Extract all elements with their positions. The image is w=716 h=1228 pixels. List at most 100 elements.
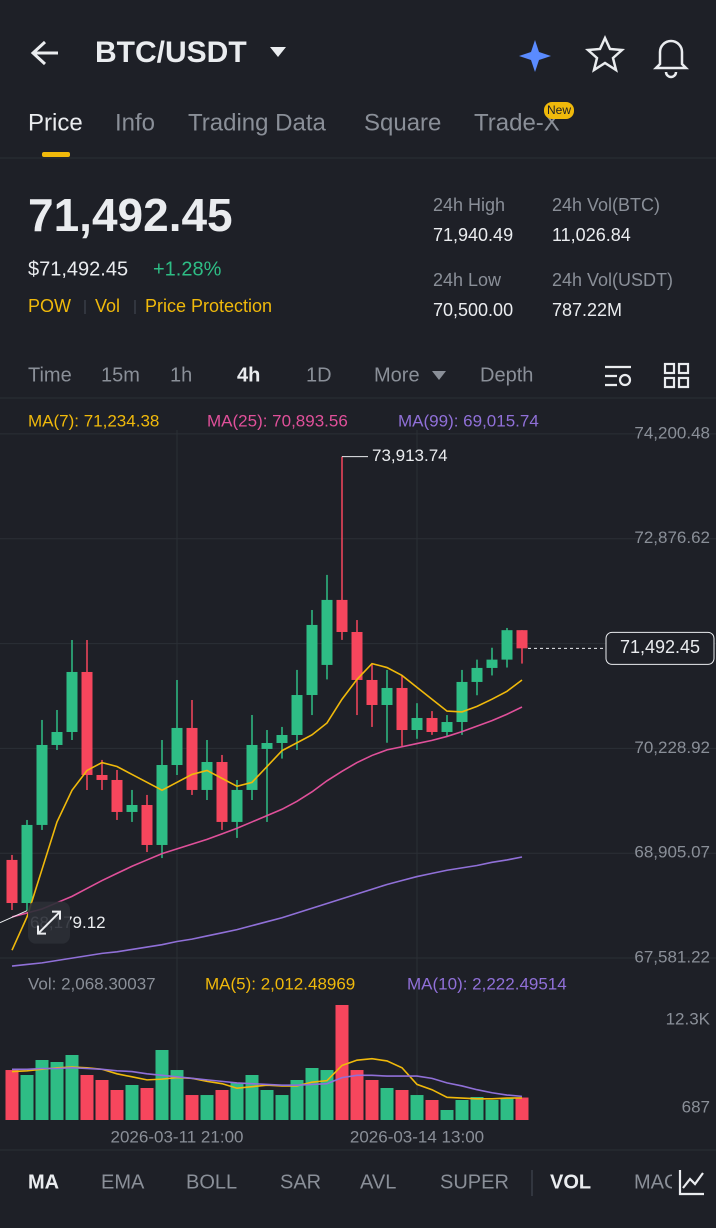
interval[interactable]: Time [28, 364, 72, 386]
favorite-icon[interactable] [584, 34, 626, 73]
volume-bar [335, 1005, 349, 1120]
indicator-tab[interactable]: AVL [360, 1171, 396, 1193]
candle-body [516, 630, 528, 649]
tag[interactable]: POW [28, 296, 71, 316]
indicator-settings-icon[interactable] [605, 365, 632, 387]
volume-bar [35, 1060, 49, 1120]
volume-bar [5, 1070, 19, 1120]
candle-body [471, 667, 483, 682]
volume-bar [485, 1100, 499, 1120]
high-marker-label: 73,913.74 [372, 446, 448, 465]
y-tick-label: 74,200.48 [634, 423, 710, 442]
volume-bar [245, 1075, 259, 1120]
volume-bar [215, 1090, 229, 1120]
volume-bar [140, 1088, 154, 1120]
candle-body [411, 717, 423, 731]
vol-ma-line [12, 1066, 523, 1098]
ma-legend: MA(7): 71,234.38 [28, 411, 159, 430]
interval[interactable]: 1D [306, 364, 332, 386]
volume-bar [470, 1097, 484, 1120]
candle-body [501, 630, 513, 660]
vol-legend: MA(10): 2,222.49514 [407, 974, 567, 993]
indicator-tab[interactable]: VOL [550, 1171, 591, 1193]
vol-legend: Vol: 2,068.30037 [28, 974, 156, 993]
ma-line [11, 856, 523, 967]
y-tick-label: 72,876.62 [634, 528, 710, 547]
volume-bar [125, 1085, 139, 1120]
usd-price: $71,492.45 [28, 258, 128, 280]
ma-line [11, 706, 523, 918]
tag[interactable]: Vol [95, 296, 120, 316]
volume-bar [455, 1100, 469, 1120]
candle-body [351, 631, 363, 680]
y-tick-label: 67,581.22 [634, 948, 710, 967]
candle-body [36, 744, 48, 825]
stat-value: 11,026.84 [552, 225, 631, 245]
candle-body [441, 722, 453, 732]
pair-title[interactable]: BTC/USDT [95, 36, 247, 69]
candle-body [366, 679, 378, 705]
candle-body [246, 744, 258, 790]
candle-body [96, 774, 108, 780]
indicator-tab[interactable]: EMA [101, 1171, 145, 1193]
indicator-tab[interactable]: BOLL [186, 1171, 237, 1193]
candle-body [381, 687, 393, 705]
ai-icon[interactable] [519, 40, 551, 72]
indicator-tab[interactable]: SAR [280, 1171, 321, 1193]
indicator-tab[interactable]: SUPER [440, 1171, 509, 1193]
y-tick-label: 68,905.07 [634, 843, 710, 862]
candle-body [291, 695, 303, 736]
candle-body [126, 804, 138, 812]
chart-settings-icon[interactable] [678, 1170, 704, 1196]
tab-price[interactable]: Price [28, 109, 83, 136]
volume-bar [200, 1095, 214, 1120]
volume-bar [50, 1062, 64, 1120]
interval[interactable]: 15m [101, 364, 140, 386]
volume-bar [20, 1075, 34, 1120]
volume-bar [425, 1100, 439, 1120]
candle-body [81, 671, 93, 775]
candle-body [306, 624, 318, 696]
x-tick-label: 2026-03-11 21:00 [111, 1127, 244, 1146]
candle-body [51, 731, 63, 745]
back-button[interactable] [30, 40, 58, 66]
volume-bar [110, 1090, 124, 1120]
tag[interactable]: Price Protection [145, 296, 272, 316]
tab-trading-data[interactable]: Trading Data [188, 109, 327, 136]
ma-legend: MA(99): 69,015.74 [398, 411, 539, 430]
candle-body [111, 779, 123, 812]
tab-underline [42, 152, 70, 157]
layout-icon[interactable] [663, 362, 690, 389]
interval-more[interactable]: More [374, 364, 420, 386]
volume-bar [80, 1075, 94, 1120]
stat-value: 70,500.00 [433, 300, 513, 320]
candle-body [231, 789, 243, 822]
price-change: +1.28% [153, 258, 222, 280]
volume-bar [350, 1070, 364, 1120]
new-badge: New [547, 103, 571, 117]
alert-icon[interactable] [652, 39, 690, 79]
tab-info[interactable]: Info [115, 109, 155, 136]
volume-bar [395, 1090, 409, 1120]
volume-bar [500, 1098, 514, 1120]
stat-label: 24h Low [433, 270, 502, 290]
interval-depth[interactable]: Depth [480, 364, 533, 386]
candle-body [456, 681, 468, 723]
indicator-tab[interactable]: MA [28, 1171, 59, 1193]
stat-label: 24h High [433, 195, 505, 215]
stat-label: 24h Vol(USDT) [552, 270, 673, 290]
tab-square[interactable]: Square [364, 109, 441, 136]
interval-active[interactable]: 4h [237, 364, 260, 386]
y-tick-label: 70,228.92 [634, 738, 710, 757]
volume-bar [260, 1090, 274, 1120]
pair-dropdown[interactable] [270, 47, 286, 57]
volume-bar [230, 1082, 244, 1120]
expand-icon [37, 910, 61, 935]
candle-body [66, 671, 78, 732]
candle-body [6, 859, 18, 904]
interval[interactable]: 1h [170, 364, 192, 386]
volume-bar [65, 1055, 79, 1120]
